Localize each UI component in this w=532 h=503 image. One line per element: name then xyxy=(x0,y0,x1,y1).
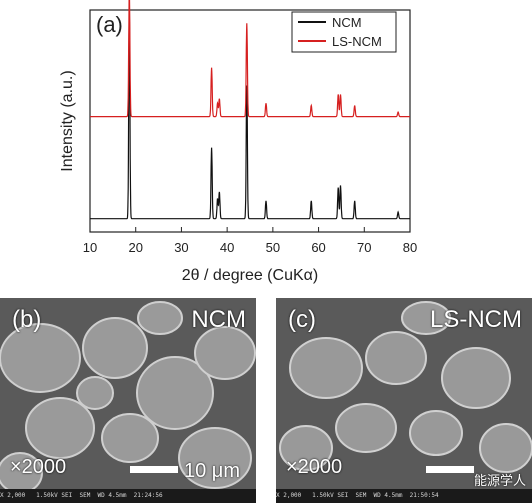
panel-label-b: (b) xyxy=(12,306,42,333)
legend-label-ncm: NCM xyxy=(332,15,362,30)
legend: NCM LS-NCM xyxy=(291,11,397,53)
legend-label-ls-ncm: LS-NCM xyxy=(332,34,382,49)
sem-info-bar-ls-ncm: X 2,000 1.50kV SEI SEM WD 4.5mm 21:50:54 xyxy=(276,489,532,503)
panel-label-a: (a) xyxy=(96,12,123,37)
series-line-ncm xyxy=(90,9,410,220)
scale-bar-label: 10 μm xyxy=(184,460,240,482)
x-tick-label: 60 xyxy=(311,240,325,255)
scale-bar-ls-ncm xyxy=(426,466,474,473)
legend-box xyxy=(291,11,397,53)
sample-label-ls-ncm: LS-NCM xyxy=(429,306,522,333)
x-tick-label: 70 xyxy=(357,240,371,255)
x-tick-label: 40 xyxy=(220,240,234,255)
x-tick-label: 30 xyxy=(174,240,188,255)
sample-label-ncm: NCM xyxy=(191,306,246,333)
sem-micrograph-ls-ncm xyxy=(279,301,532,473)
y-axis-label: Intensity (a.u.) xyxy=(59,70,76,171)
watermark: 能源学人 xyxy=(473,473,526,488)
x-tick-label: 20 xyxy=(128,240,142,255)
magnification-ls-ncm: ×2000 xyxy=(286,456,343,478)
xrd-chart: 10 20 30 40 50 60 70 80 (a) 2θ / degree (CuKα) … xyxy=(59,0,417,284)
sem-info-bar-ncm: X 2,000 1.50kV SEI SEM WD 4.5mm 21:24:56 xyxy=(0,489,256,503)
x-axis-label: 2θ / degree (CuKα) xyxy=(182,267,318,284)
magnification-ncm: ×2000 xyxy=(10,456,67,478)
scale-bar xyxy=(130,466,178,473)
x-tick-label: 10 xyxy=(83,240,97,255)
x-tick-label: 50 xyxy=(266,240,280,255)
x-tick-label: 80 xyxy=(403,240,417,255)
sem-panel-ls-ncm: (c) LS-NCM ×2000 X 2,000 1.50kV SEI SEM … xyxy=(276,298,532,503)
plot-frame xyxy=(89,9,411,233)
sem-panel-ncm: (b) NCM ×2000 10 μm X 2,000 1.50kV SEI S… xyxy=(0,298,256,503)
series-line-ls-ncm xyxy=(90,0,410,118)
panel-label-c: (c) xyxy=(288,306,316,333)
x-axis-ticks: 10 20 30 40 50 60 70 80 xyxy=(83,227,417,255)
sem-micrograph-ncm xyxy=(0,301,256,494)
